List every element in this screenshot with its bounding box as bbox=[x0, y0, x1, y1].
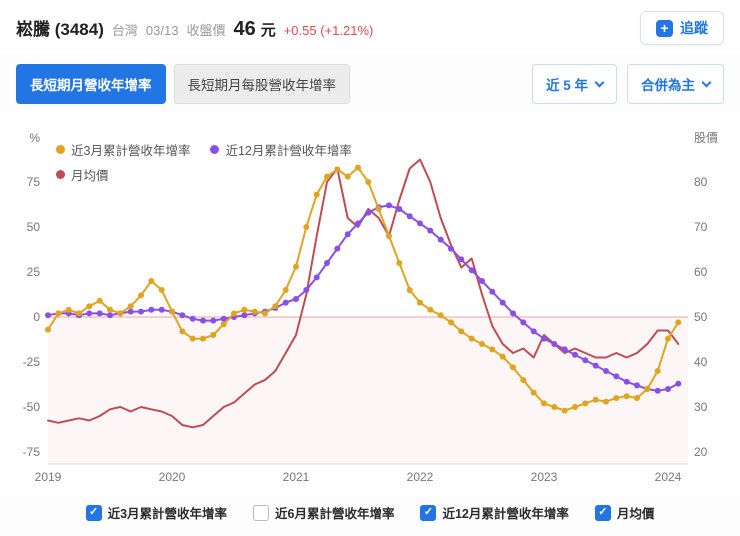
right-axis-title: 股價 bbox=[694, 131, 718, 145]
close-price-label: 收盤價 bbox=[186, 23, 226, 38]
stock-title-group: 崧騰 (3484) 台灣 03/13 收盤價 46 元 +0.55 (+1.21… bbox=[16, 15, 373, 41]
series-yoy-3m bbox=[45, 164, 682, 414]
legend-item-yoy-12m: 近12月累計營收年增率 bbox=[210, 140, 352, 159]
price-tick: 30 bbox=[694, 400, 708, 414]
year-tick: 2023 bbox=[531, 470, 558, 484]
follow-button[interactable]: + 追蹤 bbox=[640, 11, 724, 45]
series-checkbox-2[interactable]: ✓ 近12月累計營收年增率 bbox=[420, 503, 569, 522]
chart-controls: 近 5 年 合併為主 bbox=[531, 64, 724, 104]
metric-tabs: 長短期月營收年增率 長短期月每股營收年增率 bbox=[16, 64, 350, 104]
report-mode-dropdown[interactable]: 合併為主 bbox=[627, 64, 724, 104]
tab-monthly-revenue-per-share-yoy[interactable]: 長短期月每股營收年增率 bbox=[173, 64, 350, 104]
legend-item-yoy-3m: 近3月累計營收年增率 bbox=[56, 140, 190, 159]
year-tick: 2022 bbox=[407, 470, 434, 484]
legend-label: 近3月累計營收年增率 bbox=[71, 144, 191, 158]
series-toggles: ✓ 近3月累計營收年增率 近6月累計營收年增率 ✓ 近12月累計營收年增率 ✓ 月均價 bbox=[0, 495, 740, 536]
chart-legend: 近3月累計營收年增率 近12月累計營收年增率月均價 bbox=[56, 140, 406, 184]
chart-toolbar: 長短期月營收年增率 長短期月每股營收年增率 近 5 年 合併為主 bbox=[0, 54, 740, 112]
close-price-value: 46 bbox=[233, 18, 256, 40]
percent-tick: -50 bbox=[23, 400, 41, 414]
series-checkbox-label: 近12月累計營收年增率 bbox=[442, 507, 569, 521]
price-unit: 元 bbox=[260, 22, 276, 39]
follow-button-label: 追蹤 bbox=[680, 20, 708, 36]
legend-label: 近12月累計營收年增率 bbox=[225, 144, 352, 158]
checkbox-checked-icon[interactable]: ✓ bbox=[420, 504, 437, 521]
plus-icon: + bbox=[656, 19, 673, 37]
year-tick: 2019 bbox=[35, 470, 62, 484]
percent-tick: -75 bbox=[23, 445, 41, 459]
time-range-label: 近 5 年 bbox=[545, 78, 588, 93]
legend-item-avg-price: 月均價 bbox=[56, 165, 109, 184]
date-label: 03/13 bbox=[145, 23, 179, 38]
chevron-down-icon bbox=[594, 77, 605, 87]
legend-marker-yoy-3m bbox=[56, 145, 65, 154]
price-change: +0.55 (+1.21%) bbox=[283, 23, 374, 38]
legend-marker-yoy-12m bbox=[210, 145, 220, 154]
year-tick: 2020 bbox=[159, 470, 186, 484]
price-tick: 80 bbox=[694, 175, 708, 189]
tab-monthly-revenue-yoy[interactable]: 長短期月營收年增率 bbox=[16, 64, 166, 104]
time-range-dropdown[interactable]: 近 5 年 bbox=[531, 64, 617, 104]
percent-tick: 75 bbox=[27, 175, 41, 189]
series-checkbox-label: 近6月累計營收年增率 bbox=[275, 507, 395, 521]
percent-tick: 50 bbox=[27, 220, 41, 234]
checkbox-checked-icon[interactable]: ✓ bbox=[594, 504, 611, 521]
percent-tick: 0 bbox=[33, 310, 40, 324]
price-tick: 50 bbox=[694, 310, 708, 324]
percent-tick: 25 bbox=[27, 265, 41, 279]
series-checkbox-label: 近3月累計營收年增率 bbox=[107, 507, 228, 521]
series-checkbox-label: 月均價 bbox=[616, 507, 655, 521]
stock-header: 崧騰 (3484) 台灣 03/13 收盤價 46 元 +0.55 (+1.21… bbox=[0, 0, 740, 54]
report-mode-label: 合併為主 bbox=[641, 78, 695, 93]
left-axis-title: % bbox=[29, 131, 40, 145]
checkbox-unchecked-icon[interactable] bbox=[253, 504, 270, 521]
chart-area: % 股價 75 50 25 0 -25 -50 -75 80 70 60 50 40 30 20 2019 202… bbox=[0, 112, 740, 495]
price-tick: 40 bbox=[694, 355, 708, 369]
negative-zone-shading bbox=[48, 317, 688, 464]
revenue-price-chart[interactable]: % 股價 75 50 25 0 -25 -50 -75 80 70 60 50 40 30 20 2019 202… bbox=[0, 112, 740, 490]
price-tick: 60 bbox=[694, 265, 708, 279]
market-label: 台灣 bbox=[111, 23, 138, 38]
year-tick: 2024 bbox=[655, 470, 682, 484]
price-tick: 20 bbox=[694, 445, 708, 459]
legend-marker-avg-price bbox=[56, 170, 65, 179]
series-checkbox-3[interactable]: ✓ 月均價 bbox=[594, 503, 655, 522]
chevron-down-icon bbox=[701, 77, 712, 87]
price-tick: 70 bbox=[694, 220, 708, 234]
checkbox-checked-icon[interactable]: ✓ bbox=[85, 504, 102, 521]
series-checkbox-1[interactable]: 近6月累計營收年增率 bbox=[253, 503, 394, 522]
percent-tick: -25 bbox=[23, 355, 41, 369]
stock-title: 崧騰 (3484) bbox=[16, 20, 104, 39]
year-tick: 2021 bbox=[283, 470, 310, 484]
series-checkbox-0[interactable]: ✓ 近3月累計營收年增率 bbox=[85, 503, 228, 522]
legend-label: 月均價 bbox=[71, 169, 109, 183]
